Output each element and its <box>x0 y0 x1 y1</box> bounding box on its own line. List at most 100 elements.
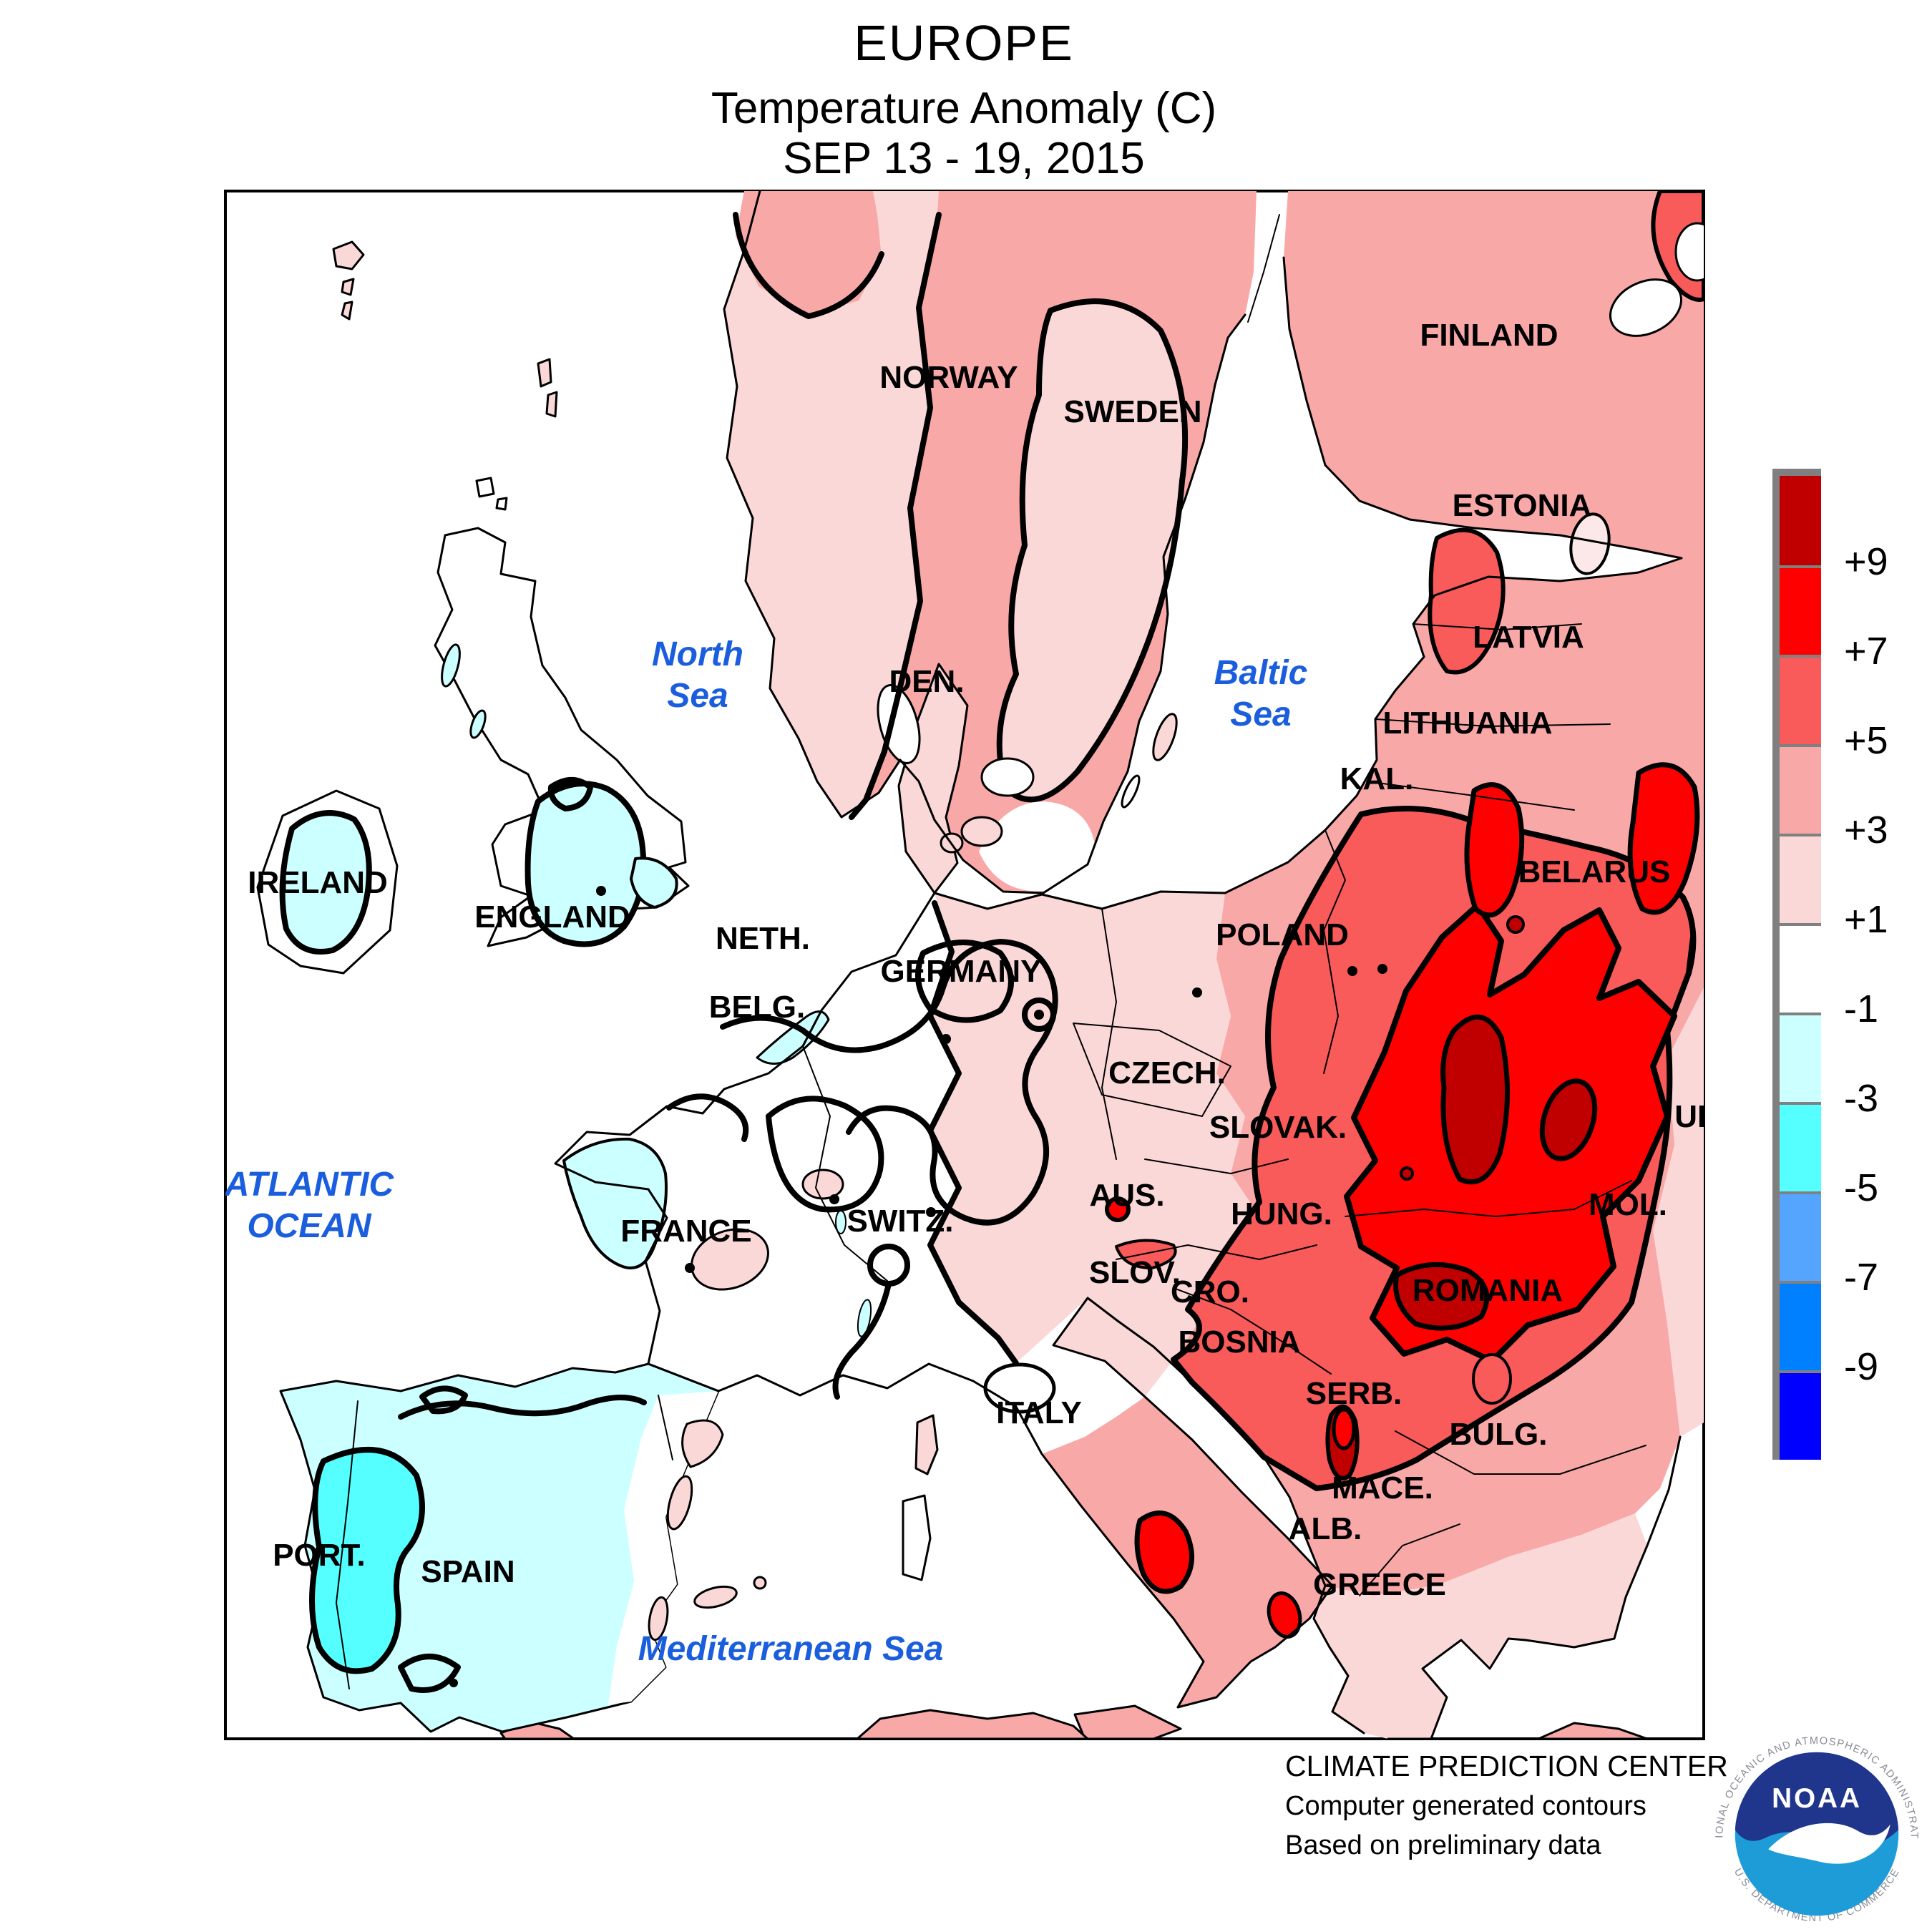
anomaly-sweden-light <box>996 298 1189 803</box>
legend-cell-6 <box>1780 1013 1821 1102</box>
logo-dark-field <box>1735 1752 1899 1849</box>
island-corsica <box>914 1414 939 1475</box>
anomaly-ireland-cyan <box>279 810 372 955</box>
anomaly-seengland-cyan <box>630 857 678 909</box>
anomaly-bulgaria-spot <box>1472 1353 1512 1405</box>
country-label-switz: SWITZ. <box>847 1204 953 1239</box>
country-label-czech: CZECH. <box>1108 1055 1226 1091</box>
country-label-finland: FINLAND <box>1420 318 1558 353</box>
anomaly-plus9-b <box>1539 1078 1598 1161</box>
legend-cell-0 <box>1780 476 1821 565</box>
sea-labels: North Sea Baltic Sea ATLANTIC OCEAN Mediterran… <box>224 635 1308 1668</box>
country-label-cro: CRO. <box>1171 1274 1249 1309</box>
legend-cell-9 <box>1780 1281 1821 1370</box>
island-orkney <box>475 477 508 511</box>
country-label-spain: SPAIN <box>421 1554 514 1589</box>
country-label-germany: GERMANY <box>881 954 1042 989</box>
island-gotland <box>1152 713 1178 761</box>
country-label-england: ENGLAND <box>474 899 630 935</box>
anomaly-england-cyan <box>525 781 647 947</box>
country-label-slov: SLOV. <box>1089 1255 1181 1290</box>
legend-cell-7 <box>1780 1102 1821 1191</box>
map-title: EUROPE <box>854 15 1074 71</box>
country-label-serb: SERB. <box>1306 1376 1402 1411</box>
anomaly-plus7-finger-n <box>1464 782 1525 918</box>
logo-seagull-icon <box>1768 1823 1890 1864</box>
legend-tick--1: -1 <box>1844 987 1879 1030</box>
anomaly-plus9-a <box>1440 1014 1511 1185</box>
anomaly-norway-cap <box>736 191 882 315</box>
legend-tick-+1: +1 <box>1844 898 1888 941</box>
country-labels: NORWAY SWEDEN FINLAND ESTONIA LATVIA LITHUANI… <box>248 318 1720 1602</box>
anomaly-plus7-core <box>1344 902 1677 1364</box>
country-label-latvia: LATVIA <box>1473 620 1584 655</box>
lake-peipus <box>1569 512 1611 575</box>
country-label-bulg: BULG. <box>1450 1417 1548 1452</box>
anomaly-italy-red <box>1134 1510 1194 1594</box>
country-label-alb: ALB. <box>1289 1511 1362 1546</box>
island-oland <box>1121 774 1141 809</box>
legend-tick-+3: +3 <box>1844 809 1888 852</box>
anomaly-espain-white <box>608 1391 718 1704</box>
country-label-france: FRANCE <box>620 1214 751 1249</box>
anomaly-norway-light <box>724 191 939 817</box>
sea-label-atlantic-ocean: ATLANTIC OCEAN <box>224 1166 395 1245</box>
legend-cell-5 <box>1780 923 1821 1013</box>
anomaly-plus9-dot2 <box>1400 1166 1414 1181</box>
anomaly-catalonia-pink <box>681 1419 724 1468</box>
country-label-slovak: SLOVAK. <box>1209 1110 1347 1145</box>
anomaly-puglia-spot <box>1267 1591 1302 1639</box>
country-label-belg: BELG. <box>709 990 805 1025</box>
country-label-romania: ROMANIA <box>1413 1273 1563 1308</box>
footer-method: Computer generated contours <box>1285 1791 1646 1821</box>
region-africa-3 <box>1537 1722 1649 1739</box>
coastline-continent <box>554 256 1683 1739</box>
coastline-scandinavia <box>723 191 1246 894</box>
legend-cell-1 <box>1780 565 1821 655</box>
country-label-lithuania: LITHUANIA <box>1382 706 1552 741</box>
anomaly-ssweden-white <box>979 801 1095 892</box>
anomaly-alps-cyan1 <box>857 1299 872 1337</box>
noaa-logo: NATIONAL OCEANIC AND ATMOSPHERIC ADMINIS… <box>1709 1726 1925 1932</box>
country-label-port: PORT. <box>273 1538 366 1573</box>
sea-label-baltic-sea: Baltic Sea <box>1214 654 1308 733</box>
island-menorca <box>753 1576 767 1590</box>
country-label-aus: AUS. <box>1089 1178 1164 1213</box>
anomaly-plus9-dot1 <box>1506 915 1525 934</box>
country-label-neth: NETH. <box>716 921 810 956</box>
anomaly-france-pink2 <box>801 1169 844 1200</box>
island-mallorca <box>693 1585 738 1609</box>
anomaly-murcia-pink <box>648 1596 669 1641</box>
map-subtitle: Temperature Anomaly (C) <box>711 84 1217 133</box>
country-label-bosnia: BOSNIA <box>1178 1324 1300 1360</box>
country-label-belarus: BELARUS <box>1518 854 1671 889</box>
country-label-sweden: SWEDEN <box>1063 394 1201 429</box>
anomaly-serbia-spot <box>1332 1407 1356 1450</box>
legend-tick-+5: +5 <box>1844 719 1888 762</box>
anomaly-plus7-finger-ne <box>1627 762 1700 915</box>
country-label-italy: ITALY <box>996 1395 1082 1430</box>
footer-data-note: Based on preliminary data <box>1285 1830 1601 1860</box>
country-label-uk: UK <box>1674 1099 1720 1134</box>
country-label-mol: MOL. <box>1589 1187 1667 1222</box>
anomaly-latvia-blob <box>1428 527 1506 675</box>
legend-cell-4 <box>1780 834 1821 923</box>
zero-contours <box>398 212 1058 1693</box>
country-label-kal: KAL. <box>1340 761 1414 796</box>
legend-cell-8 <box>1780 1191 1821 1281</box>
lake-vanern <box>980 757 1035 797</box>
lake-ladoga <box>1609 278 1683 337</box>
country-label-ireland: IRELAND <box>248 865 388 900</box>
lake-onega <box>1674 222 1704 282</box>
anomaly-blacksea-pale <box>1653 987 1704 1437</box>
anomaly-vienna-spot <box>1105 1196 1131 1222</box>
anomaly-plus9-c <box>1393 1262 1490 1331</box>
anomaly-france-pink1 <box>691 1228 769 1291</box>
legend-cell-3 <box>1780 744 1821 834</box>
country-label-den: DEN. <box>889 664 964 699</box>
country-label-greece: GREECE <box>1313 1567 1446 1602</box>
country-label-norway: NORWAY <box>879 360 1018 395</box>
legend-color-bar <box>1772 469 1821 1460</box>
